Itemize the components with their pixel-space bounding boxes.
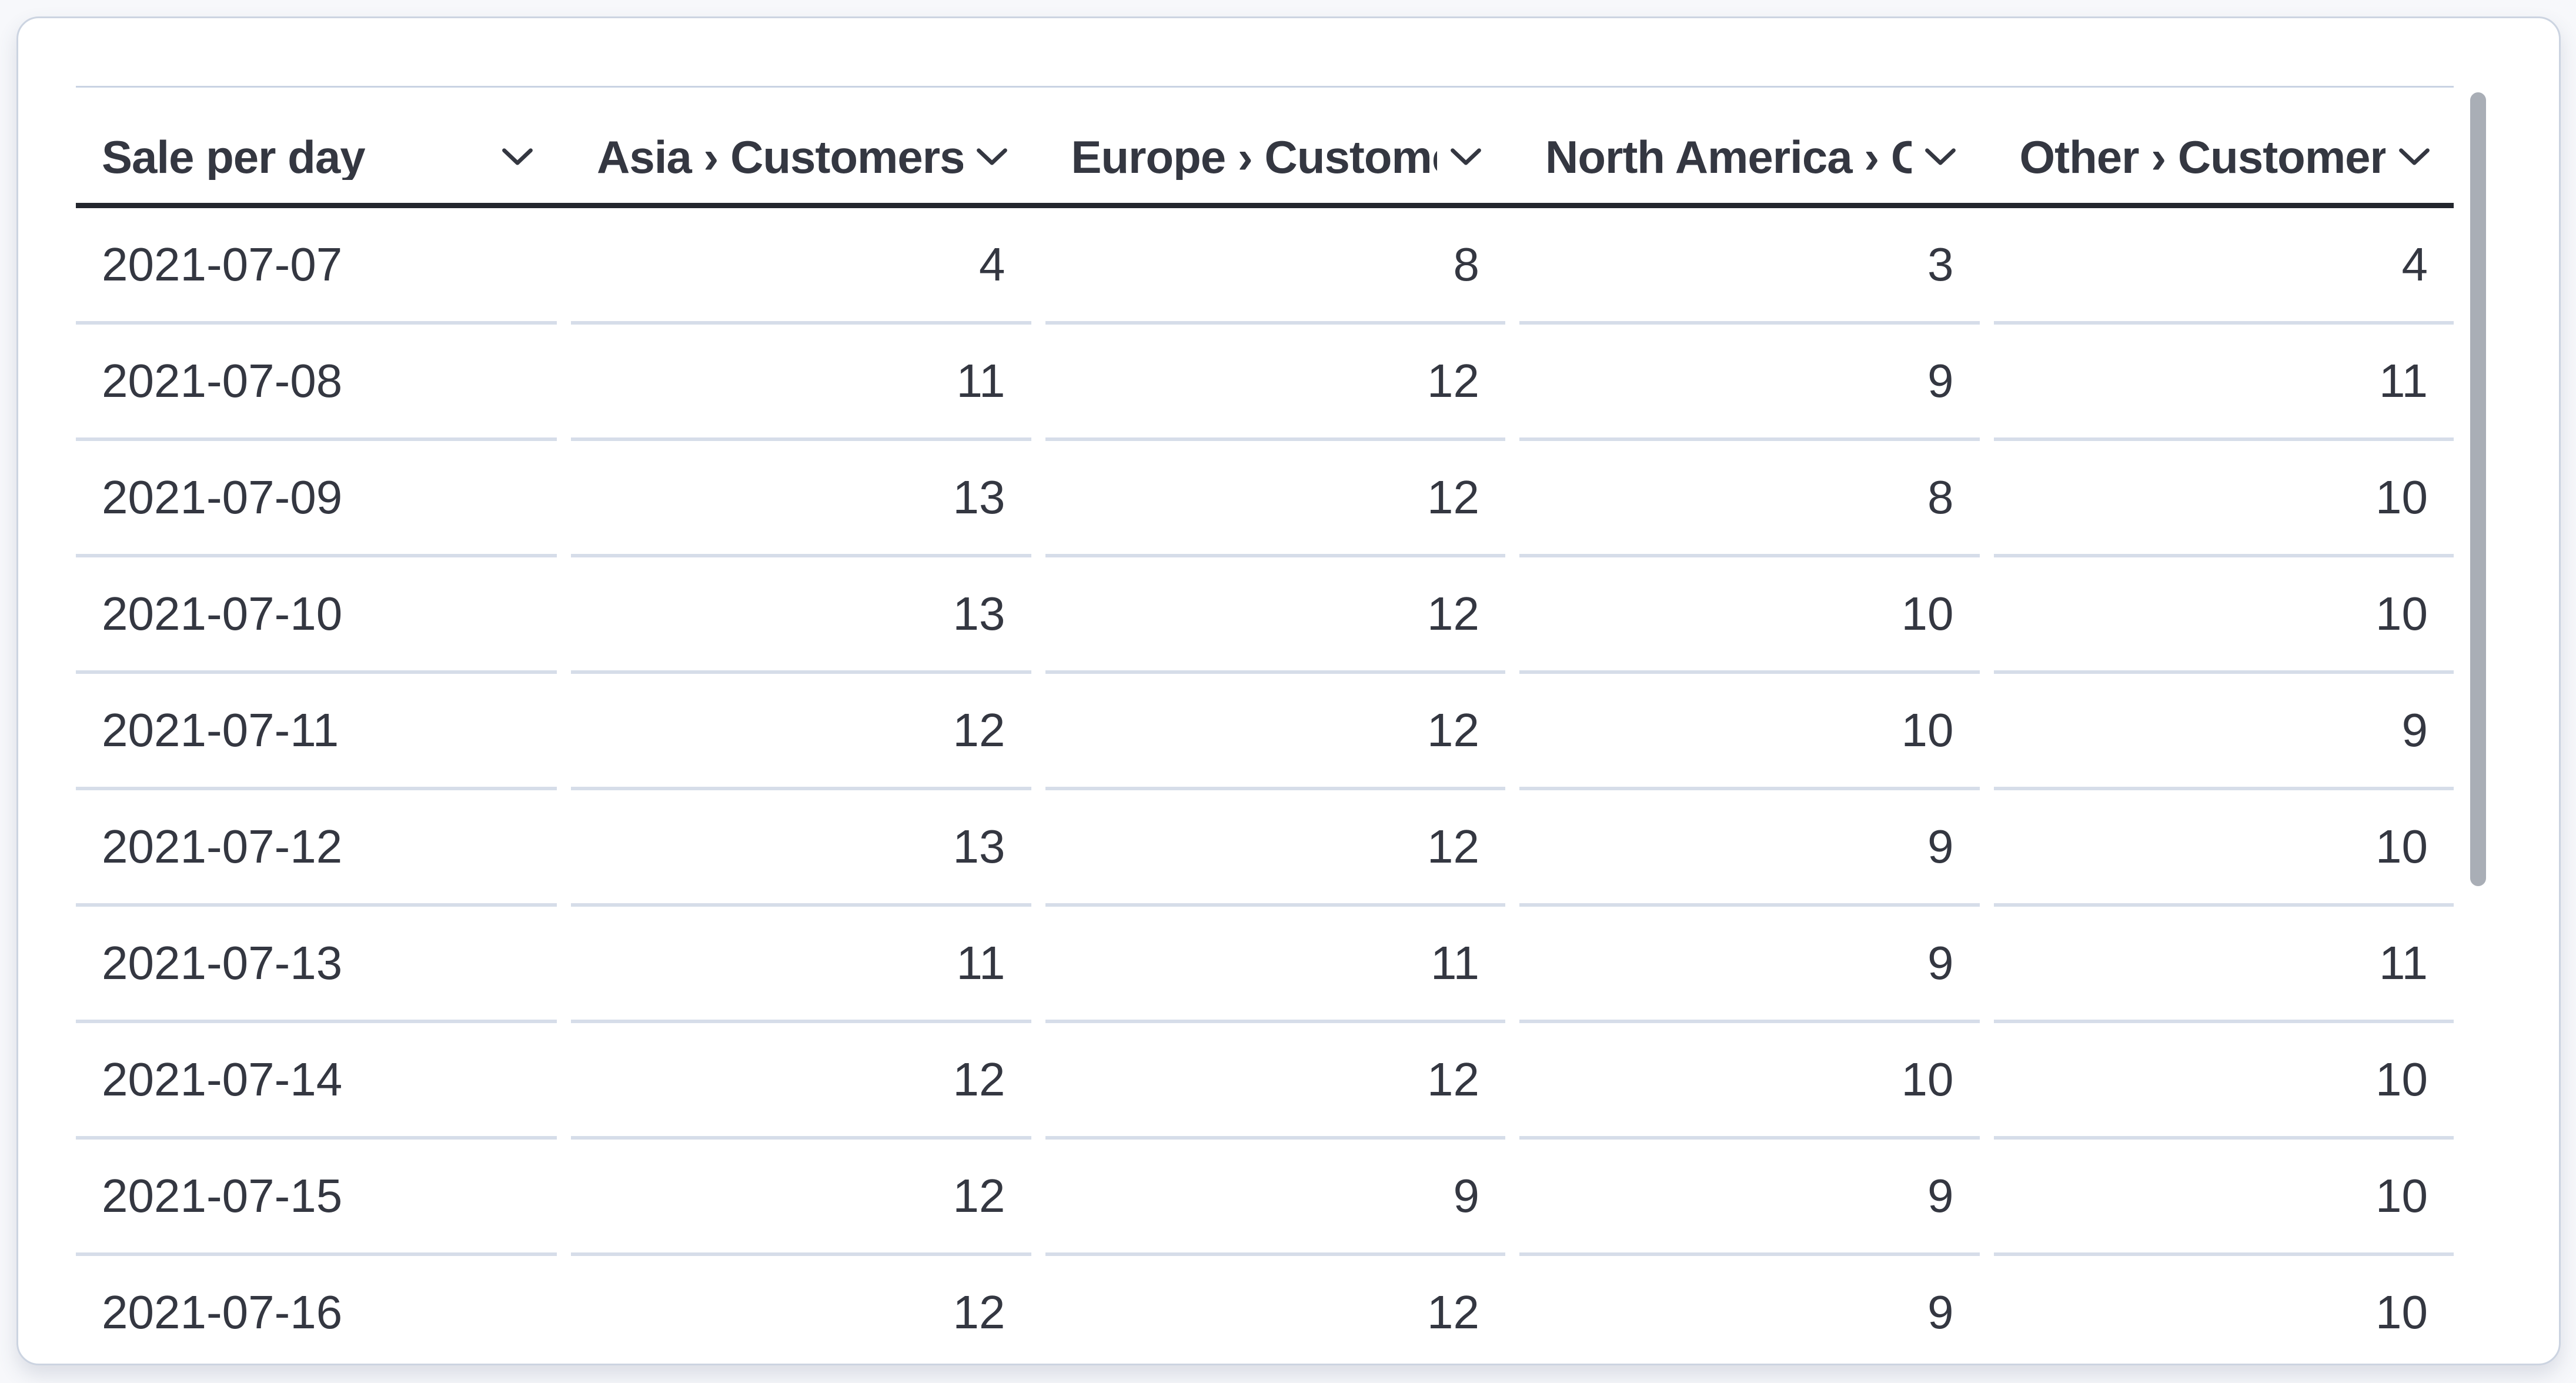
table-row: 2021-07-15 12 9 9 10 bbox=[76, 1140, 2454, 1256]
date-cell: 2021-07-13 bbox=[76, 907, 557, 1023]
column-header-label: Asia › Customers bbox=[597, 134, 963, 180]
value-cell: 10 bbox=[1993, 1140, 2454, 1256]
value-cell: 9 bbox=[1993, 674, 2454, 790]
value-cell: 12 bbox=[1045, 1023, 1505, 1140]
table-row: 2021-07-11 12 12 10 9 bbox=[76, 674, 2454, 790]
value-cell: 12 bbox=[571, 1140, 1031, 1256]
table-row: 2021-07-14 12 12 10 10 bbox=[76, 1023, 2454, 1140]
column-header-europe-customers[interactable]: Europe › Customers bbox=[1045, 88, 1506, 203]
value-cell: 12 bbox=[1045, 1256, 1506, 1364]
value-cell: 12 bbox=[1045, 557, 1505, 674]
table-viewport: Sale per day Asia › Customers Europe › C… bbox=[76, 86, 2495, 1364]
value-cell: 10 bbox=[1993, 557, 2454, 674]
chevron-down-icon bbox=[976, 148, 1008, 166]
value-cell: 12 bbox=[1045, 325, 1505, 441]
value-cell: 8 bbox=[1519, 441, 1980, 557]
value-cell: 10 bbox=[1993, 1023, 2454, 1140]
column-header-north-america-customers[interactable]: North America › Customers bbox=[1519, 88, 1980, 203]
value-cell: 11 bbox=[1993, 907, 2454, 1023]
value-cell: 11 bbox=[1045, 907, 1505, 1023]
value-cell: 12 bbox=[1045, 441, 1505, 557]
value-cell: 9 bbox=[1519, 907, 1980, 1023]
date-cell: 2021-07-09 bbox=[76, 441, 557, 557]
table-row: 2021-07-10 13 12 10 10 bbox=[76, 557, 2454, 674]
date-cell: 2021-07-07 bbox=[76, 208, 557, 325]
value-cell: 9 bbox=[1519, 1256, 1980, 1364]
table-body: 2021-07-07 4 8 3 4 2021-07-08 11 12 9 11… bbox=[76, 208, 2454, 1364]
table-row: 2021-07-12 13 12 9 10 bbox=[76, 790, 2454, 907]
table-header-row: Sale per day Asia › Customers Europe › C… bbox=[76, 86, 2454, 208]
column-header-asia-customers[interactable]: Asia › Customers bbox=[571, 88, 1031, 203]
value-cell: 13 bbox=[571, 441, 1031, 557]
column-header-label: Europe › Customers bbox=[1071, 134, 1438, 180]
column-header-label: North America › Customers bbox=[1545, 134, 1912, 180]
value-cell: 11 bbox=[571, 907, 1031, 1023]
column-header-label: Other › Customers bbox=[2019, 134, 2386, 180]
value-cell: 8 bbox=[1045, 208, 1505, 325]
date-cell: 2021-07-14 bbox=[76, 1023, 557, 1140]
date-cell: 2021-07-08 bbox=[76, 325, 557, 441]
date-cell: 2021-07-12 bbox=[76, 790, 557, 907]
date-cell: 2021-07-15 bbox=[76, 1140, 557, 1256]
column-header-sale-per-day[interactable]: Sale per day bbox=[76, 88, 557, 203]
value-cell: 10 bbox=[1993, 441, 2454, 557]
value-cell: 13 bbox=[571, 790, 1031, 907]
date-cell: 2021-07-16 bbox=[76, 1256, 557, 1364]
value-cell: 4 bbox=[1993, 208, 2454, 325]
column-header-other-customers[interactable]: Other › Customers bbox=[1994, 88, 2454, 203]
value-cell: 10 bbox=[1519, 557, 1980, 674]
table-panel: Sale per day Asia › Customers Europe › C… bbox=[16, 16, 2561, 1365]
value-cell: 3 bbox=[1519, 208, 1980, 325]
value-cell: 10 bbox=[1519, 1023, 1980, 1140]
value-cell: 9 bbox=[1519, 325, 1980, 441]
value-cell: 11 bbox=[1993, 325, 2454, 441]
value-cell: 9 bbox=[1519, 790, 1980, 907]
value-cell: 9 bbox=[1519, 1140, 1980, 1256]
value-cell: 10 bbox=[1994, 1256, 2454, 1364]
value-cell: 4 bbox=[571, 208, 1031, 325]
chevron-down-icon bbox=[2398, 148, 2430, 166]
value-cell: 12 bbox=[1045, 674, 1505, 790]
table-row: 2021-07-13 11 11 9 11 bbox=[76, 907, 2454, 1023]
data-table: Sale per day Asia › Customers Europe › C… bbox=[76, 86, 2454, 1364]
date-cell: 2021-07-10 bbox=[76, 557, 557, 674]
value-cell: 13 bbox=[571, 557, 1031, 674]
value-cell: 12 bbox=[571, 674, 1031, 790]
table-row: 2021-07-07 4 8 3 4 bbox=[76, 208, 2454, 325]
chevron-down-icon bbox=[1925, 148, 1956, 166]
value-cell: 10 bbox=[1519, 674, 1980, 790]
chevron-down-icon bbox=[502, 148, 533, 166]
value-cell: 12 bbox=[1045, 790, 1505, 907]
column-header-label: Sale per day bbox=[102, 134, 365, 180]
table-row: 2021-07-16 12 12 9 10 bbox=[76, 1256, 2454, 1364]
date-cell: 2021-07-11 bbox=[76, 674, 557, 790]
value-cell: 12 bbox=[571, 1023, 1031, 1140]
vertical-scrollbar-thumb[interactable] bbox=[2470, 92, 2486, 886]
value-cell: 10 bbox=[1993, 790, 2454, 907]
table-row: 2021-07-08 11 12 9 11 bbox=[76, 325, 2454, 441]
value-cell: 11 bbox=[571, 325, 1031, 441]
value-cell: 12 bbox=[571, 1256, 1031, 1364]
chevron-down-icon bbox=[1450, 148, 1482, 166]
table-row: 2021-07-09 13 12 8 10 bbox=[76, 441, 2454, 557]
value-cell: 9 bbox=[1045, 1140, 1505, 1256]
